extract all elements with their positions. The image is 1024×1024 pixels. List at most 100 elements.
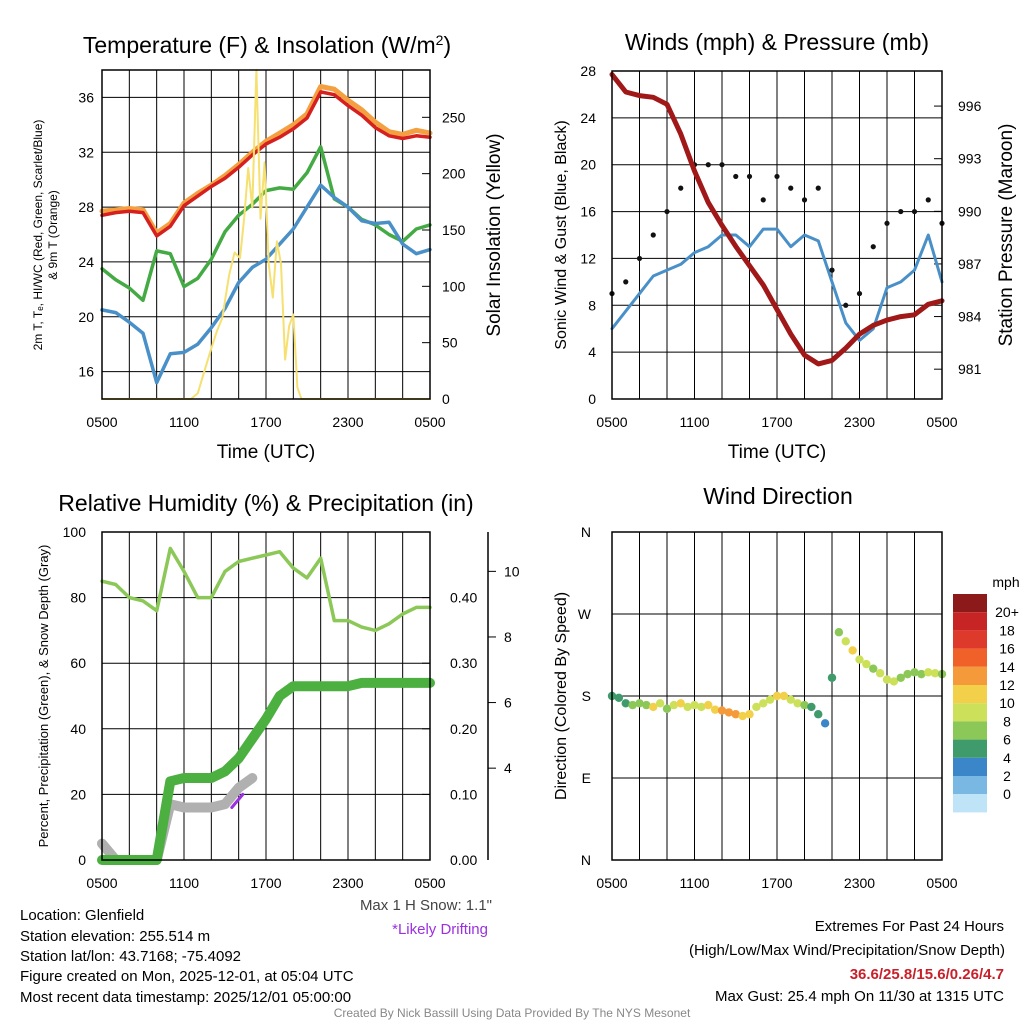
y2-tick-label: 0.00 [450,852,477,868]
x-tick-label: 1700 [250,414,281,430]
x-tick-label: 1100 [169,875,199,891]
chart-title: Relative Humidity (%) & Precipitation (i… [58,490,473,516]
y-tick-label: 20 [78,309,94,325]
legend-swatch [953,648,987,667]
direction-point [820,719,830,728]
snow-tick-label: 8 [504,629,512,645]
y-tick-label: S [582,688,591,704]
gust-point [898,208,904,215]
y2-tick-label: 0.40 [450,590,477,606]
x-tick-label: 0500 [86,414,117,430]
direction-point [786,695,795,704]
legend-swatch [953,776,987,795]
y2-tick-label: 200 [442,166,466,182]
legend-title: mph [992,574,1019,590]
legend-swatch [953,594,987,613]
y-axis-label: Direction (Colored By Speed) [553,592,570,800]
y2-tick-label: 987 [958,256,982,272]
plot-border [611,70,943,400]
direction-point [683,702,692,712]
gust-point [801,197,808,203]
gust-point [636,255,643,262]
chart-title: Wind Direction [703,483,853,509]
x-tick-label: 2300 [332,414,363,430]
extremes-title: Extremes For Past 24 Hours [814,918,1004,935]
gust-point [829,267,835,273]
direction-point [889,677,899,686]
direction-point [834,628,844,637]
direction-point [752,702,761,712]
direction-point [779,691,789,701]
direction-point [814,710,823,719]
x-tick-label: 1100 [679,875,709,891]
x-tick-label: 2300 [844,875,875,891]
y-tick-label: E [582,770,591,786]
legend-swatch [953,739,987,758]
direction-point [793,699,802,708]
y-axis-label-line1: 2m T, Tₑ, HI/WC (Red, Green, Scarlet/Blu… [31,120,45,351]
gust-point [664,208,670,215]
gust-point [650,232,656,238]
gust-point [815,185,821,191]
x-tick-label: 1700 [250,875,281,891]
legend-swatch [953,666,987,685]
direction-point [655,699,665,708]
title-end: ) [443,32,451,58]
direction-point [930,669,940,678]
direction-point [642,700,651,710]
series-line-relative-humidity [100,546,432,633]
station-latlon: Station lat/lon: 43.7168; -75.4092 [20,948,242,965]
legend-swatch [953,757,987,776]
direction-point [772,691,782,701]
direction-point [697,702,706,712]
chart-title: Temperature (F) & Insolation (W/m2) [83,32,451,58]
y2-axis-label: Station Pressure (Maroon) [996,124,1017,347]
direction-point [903,669,912,679]
gust-point [925,197,931,203]
direction-point [614,693,624,703]
y-tick-label: 28 [78,199,94,215]
likely-drifting-note: *Likely Drifting [392,921,488,938]
direction-point [676,699,685,708]
y-tick-label: 60 [70,655,86,671]
x-tick-label: 0500 [596,875,627,891]
y-axis-label: Sonic Wind & Gust (Blue, Black) [553,120,570,349]
snow-tick-label: 10 [504,563,520,579]
legend-swatch [953,794,987,813]
legend-label: 8 [1003,713,1011,729]
legend-label: 0 [1003,786,1011,802]
x-tick-label: 0500 [926,875,957,891]
legend-swatch [953,630,987,649]
direction-point [875,669,885,678]
direction-point [807,702,816,712]
x-axis-label: Time (UTC) [728,442,827,463]
y2-tick-label: 250 [442,109,466,125]
plot-border [101,69,431,400]
gust-point [719,162,725,168]
direction-point [759,699,768,708]
gust-point [760,197,766,203]
legend-swatch [953,721,987,740]
figure-created: Figure created on Mon, 2025-12-01, at 05… [20,968,354,985]
x-tick-label: 2300 [844,414,875,430]
y-tick-label: 36 [78,89,94,105]
direction-point [621,699,630,708]
y-tick-label: 16 [580,204,596,220]
direction-point [917,669,926,679]
y-tick-label: 24 [78,254,94,270]
y-tick-label: N [581,852,591,868]
legend-label: 16 [999,641,1015,657]
direction-point [910,668,919,677]
y-tick-label: 12 [580,250,596,266]
legend-label: 10 [999,695,1015,711]
credit-line: Created By Nick Bassill Using Data Provi… [333,1006,691,1020]
direction-point [827,673,837,682]
gust-point [746,173,753,180]
gust-point [705,162,711,168]
legend-label: 4 [1003,750,1011,766]
y-axis-label: Percent, Precipitation (Green), & Snow D… [36,545,51,848]
direction-point [848,646,857,655]
legend-label: 12 [999,677,1015,693]
series-line-snow-depth [97,773,258,865]
